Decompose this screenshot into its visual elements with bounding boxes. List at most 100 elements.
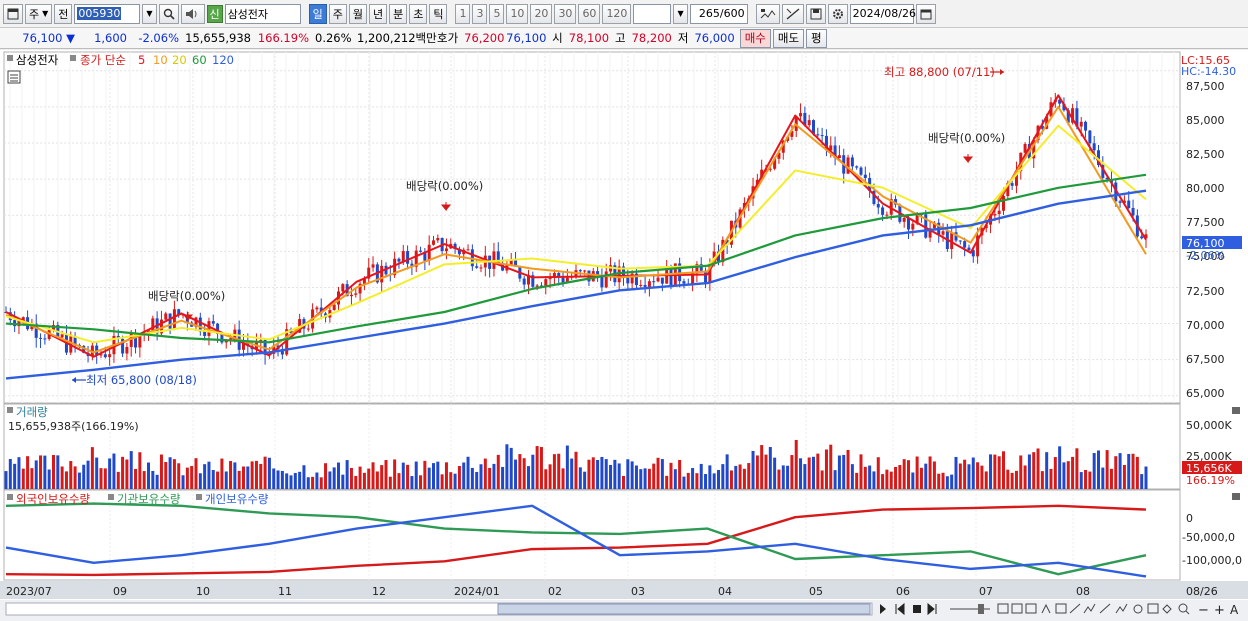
- font-size-icon[interactable]: A: [1230, 603, 1239, 617]
- interval-dropdown-icon[interactable]: ▼: [673, 3, 688, 24]
- trend-tool-icon[interactable]: [1069, 603, 1081, 614]
- interval-5-button[interactable]: 5: [489, 3, 505, 24]
- fib-tool-icon[interactable]: [1099, 603, 1111, 614]
- diamond-tool-icon[interactable]: [1162, 604, 1172, 614]
- box-tool-icon[interactable]: [1055, 603, 1067, 614]
- candle-body: [976, 235, 980, 257]
- volume-bar: [112, 453, 116, 489]
- scroll-right-icon[interactable]: [880, 604, 886, 614]
- volume-bar: [976, 462, 980, 489]
- volume-bar: [514, 459, 518, 489]
- window-menu-icon[interactable]: [3, 3, 23, 24]
- interval-3-button[interactable]: 3: [472, 3, 488, 24]
- interval-custom-input[interactable]: [633, 3, 672, 24]
- speaker-icon[interactable]: [180, 3, 205, 24]
- calendar-icon[interactable]: [915, 3, 936, 24]
- legend-ma20: 20: [172, 53, 187, 67]
- stock-code-input[interactable]: 005930: [74, 3, 141, 24]
- volume-bar: [207, 461, 211, 489]
- period-year-tab[interactable]: 년: [368, 3, 388, 24]
- indicator-icon[interactable]: [755, 3, 780, 24]
- volume-bar: [544, 469, 548, 489]
- stop-icon[interactable]: [913, 605, 921, 613]
- volume-info: 15,655,938주(166.19%): [8, 420, 139, 433]
- draw-tool-icon[interactable]: [781, 3, 804, 24]
- wave-tool-icon[interactable]: [1083, 603, 1096, 614]
- interval-120-button[interactable]: 120: [602, 3, 632, 24]
- volume-bar: [1045, 452, 1049, 489]
- volume-bar: [842, 454, 846, 489]
- volume-bar: [617, 463, 621, 489]
- holdings-panel-close-icon[interactable]: [1232, 493, 1240, 500]
- volume-bar: [77, 472, 81, 489]
- scroll-end-icon[interactable]: [927, 602, 937, 616]
- save-icon[interactable]: [805, 3, 826, 24]
- candle-body: [1071, 108, 1075, 123]
- candle-body: [872, 190, 876, 205]
- period-second-tab[interactable]: 초: [409, 3, 428, 24]
- zoom-out-icon[interactable]: −: [1198, 603, 1209, 618]
- candle-body: [1066, 110, 1070, 123]
- pattern-tool-icon[interactable]: [1115, 603, 1128, 614]
- volume-bar: [1032, 452, 1036, 489]
- interval-30-button[interactable]: 30: [554, 3, 577, 24]
- volume-bar: [324, 463, 328, 489]
- calculator-icon[interactable]: [7, 70, 21, 84]
- date-input[interactable]: 2024/08/26: [849, 3, 916, 24]
- volume-bar: [997, 456, 1001, 489]
- candle-body: [436, 237, 440, 241]
- period-tick-tab[interactable]: 틱: [429, 3, 448, 24]
- print-icon[interactable]: [1011, 603, 1023, 614]
- candle-body: [509, 259, 513, 265]
- candle-body: [548, 277, 552, 280]
- copy-icon[interactable]: [997, 603, 1009, 614]
- period-minute-tab[interactable]: 분: [389, 3, 408, 24]
- volume-bar: [90, 447, 94, 489]
- interval-10-button[interactable]: 10: [506, 3, 529, 24]
- candle-body: [725, 239, 729, 245]
- count-input[interactable]: 265 /600: [689, 3, 748, 24]
- interval-1-button[interactable]: 1: [455, 3, 471, 24]
- candle-body: [198, 317, 202, 332]
- candle-body: [958, 240, 962, 242]
- zoom-slider-handle[interactable]: [978, 604, 984, 614]
- volume-bar: [570, 458, 574, 489]
- interval-20-button[interactable]: 20: [530, 3, 553, 24]
- interval-60-button[interactable]: 60: [578, 3, 601, 24]
- volume-bar: [1109, 468, 1113, 489]
- line-tool-icon[interactable]: [1041, 603, 1051, 614]
- layout-icon[interactable]: [1025, 603, 1037, 614]
- scroll-start-icon[interactable]: [895, 602, 905, 616]
- period-month-tab[interactable]: 월: [348, 3, 367, 24]
- volume-bar: [803, 464, 807, 489]
- search-icon[interactable]: [158, 3, 179, 24]
- eval-button[interactable]: 평: [806, 28, 827, 48]
- settings-icon[interactable]: [1133, 604, 1143, 614]
- candle-body: [427, 244, 431, 261]
- candle-body: [846, 157, 850, 174]
- foreign-holdings-line: [5, 504, 1147, 577]
- volume-bar: [691, 468, 695, 489]
- stock-chart[interactable]: 삼성전자 종가 단순 5 10 20 60 120 LC:15.65 HC:-1…: [0, 50, 1248, 621]
- candle-body: [470, 249, 474, 267]
- period-week-tab[interactable]: 주: [328, 3, 347, 24]
- volume-panel-close-icon[interactable]: [1232, 407, 1240, 414]
- zoom-out-magnifier-icon[interactable]: [1178, 603, 1188, 613]
- zoom-in-icon[interactable]: +: [1214, 603, 1225, 618]
- scrollbar-thumb[interactable]: [497, 603, 871, 615]
- volume-bar: [915, 456, 919, 489]
- volume-bar: [337, 462, 340, 489]
- jeon-button[interactable]: 전: [54, 3, 73, 24]
- volume-bar: [1066, 461, 1070, 489]
- save-layout-icon[interactable]: [1147, 603, 1159, 614]
- period-day-tab[interactable]: 일: [308, 3, 327, 24]
- volume-bar: [881, 474, 885, 489]
- type-select[interactable]: 주 ▼: [25, 3, 53, 24]
- volume-bar: [237, 470, 241, 489]
- buy-button[interactable]: 매수: [739, 28, 771, 48]
- sell-button[interactable]: 매도: [772, 28, 805, 48]
- candle-body: [699, 264, 703, 271]
- settings-gear-icon[interactable]: [827, 3, 848, 24]
- volume-bar: [332, 467, 336, 489]
- code-dropdown-icon[interactable]: ▼: [142, 3, 157, 24]
